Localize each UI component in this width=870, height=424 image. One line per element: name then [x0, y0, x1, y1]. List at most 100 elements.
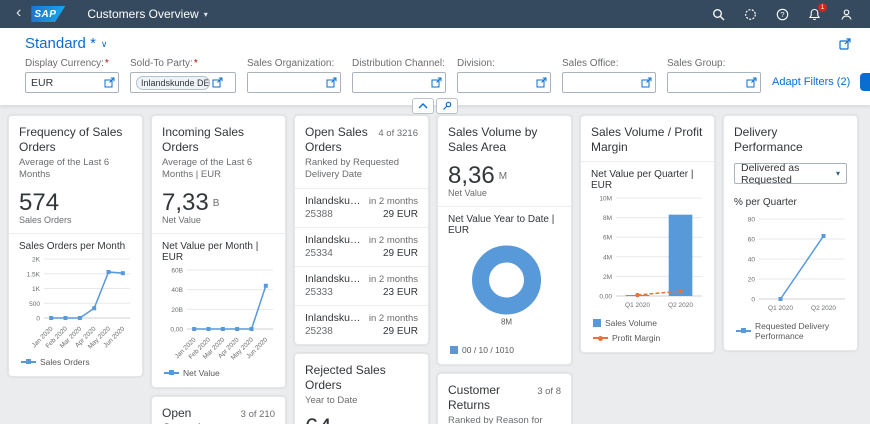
card-title: Open Quotations	[162, 405, 220, 424]
line-series-legend-marker	[736, 328, 751, 333]
help-icon[interactable]: ?	[775, 7, 790, 22]
svg-text:2K: 2K	[32, 256, 41, 263]
dashed-line-legend-marker	[593, 335, 608, 341]
list-item[interactable]: Inlandskunde DE 1 Nam...in 2 months 2533…	[295, 265, 428, 305]
card-incoming-sales-orders[interactable]: Incoming Sales Orders Average of the Las…	[151, 115, 286, 388]
sales-area-donut-chart: 8M	[472, 245, 541, 327]
card-title: Open Sales Orders	[305, 125, 368, 154]
card-title: Rejected Sales Orders	[305, 362, 386, 392]
sales-office-input[interactable]	[568, 76, 639, 89]
chart-title: Sales Orders per Month	[19, 240, 126, 252]
distribution-channel-input[interactable]	[358, 76, 429, 89]
svg-text:10M: 10M	[599, 196, 612, 203]
svg-text:8M: 8M	[501, 318, 512, 327]
chevron-down-icon: ▾	[835, 169, 840, 178]
list-item[interactable]: Inlandskunde DE 1 Nam...in 2 months 2538…	[295, 187, 428, 227]
card-frequency-of-sales-orders[interactable]: Frequency of Sales Orders Average of the…	[8, 115, 143, 377]
svg-text:0: 0	[751, 297, 755, 304]
filter-field-sold-to-party: Sold-To Party:* Inlandskunde DE 1 ...✕	[130, 58, 236, 93]
filter-label: Distribution Channel:	[352, 58, 445, 69]
notification-badge: 1	[818, 2, 827, 12]
filter-token[interactable]: Inlandskunde DE 1 ...✕	[136, 75, 210, 90]
svg-text:Q2 2020: Q2 2020	[668, 302, 693, 309]
card-sales-volume-profit-margin[interactable]: Sales Volume / Profit Margin Net Value p…	[580, 115, 715, 353]
value-help-icon[interactable]	[746, 77, 757, 88]
line-series-legend-marker	[21, 358, 36, 364]
svg-text:0,00: 0,00	[170, 326, 183, 333]
card-subtitle: Average of the Last 6 Months | EUR	[162, 157, 253, 181]
svg-text:1.5K: 1.5K	[27, 271, 41, 278]
list-item[interactable]: Inlandskunde DE 1 Nam...in 2 months 2523…	[295, 304, 428, 344]
card-rejected-sales-orders[interactable]: Rejected Sales Orders Year to Date 64 Sa…	[294, 352, 429, 424]
card-subtitle: Ranked by Reason for Return (Year to Dat…	[448, 415, 543, 424]
sales-organization-input[interactable]	[253, 76, 324, 89]
filter-field-distribution-channel: Distribution Channel:	[352, 58, 446, 93]
variant-selector[interactable]: Standard * ∨	[25, 35, 108, 52]
value-help-icon[interactable]	[431, 77, 442, 88]
legend-item: Profit Margin	[593, 333, 660, 343]
card-count: 3 of 210	[240, 408, 275, 420]
card-delivery-performance[interactable]: Delivery Performance Delivered as Reques…	[723, 115, 858, 351]
card-sales-volume-by-sales-area[interactable]: Sales Volume by Sales Area 8,36 M Net Val…	[437, 115, 572, 366]
card-count: 3 of 8	[537, 386, 561, 398]
line-series-legend-marker	[164, 369, 179, 375]
delivery-performance-line-chart: 0 20 40 60 80 Q1 2020 Q2 2020	[748, 217, 845, 312]
svg-text:Q1 2020: Q1 2020	[625, 302, 650, 309]
filter-label: Sales Organization:	[247, 58, 335, 69]
svg-text:Q2 2020: Q2 2020	[811, 305, 836, 312]
filter-label: Sales Group:	[667, 58, 726, 69]
required-marker: *	[193, 58, 198, 69]
profile-icon[interactable]	[839, 7, 854, 22]
filter-field-sales-organization: Sales Organization:	[247, 58, 341, 93]
filter-field-display-currency: Display Currency:*	[25, 58, 119, 93]
svg-text:?: ?	[780, 10, 784, 19]
svg-text:60: 60	[748, 237, 756, 244]
back-icon[interactable]: ‹	[16, 4, 22, 21]
copilot-icon[interactable]	[743, 7, 758, 22]
sales-group-input[interactable]	[673, 76, 744, 89]
division-input[interactable]	[463, 76, 534, 89]
value-help-icon[interactable]	[326, 77, 337, 88]
shell-bar: ‹ SAP Customers Overview ▾ ? 1	[0, 0, 870, 28]
value-help-icon[interactable]	[641, 77, 652, 88]
share-icon[interactable]	[838, 37, 852, 51]
value-help-icon[interactable]	[536, 77, 547, 88]
svg-text:500: 500	[29, 301, 40, 308]
kpi-label: Net Value	[448, 188, 487, 199]
card-open-sales-orders[interactable]: Open Sales Orders 4 of 3216 Ranked by Re…	[294, 115, 429, 345]
svg-text:4M: 4M	[603, 254, 612, 261]
filter-label: Sales Office:	[562, 58, 619, 69]
adapt-filters-link[interactable]: Adapt Filters (2)	[772, 76, 851, 88]
filter-field-sales-office: Sales Office:	[562, 58, 656, 93]
legend-item: Requested Delivery Performance	[736, 321, 847, 341]
pin-filter-bar-button[interactable]	[436, 98, 458, 114]
display-currency-input[interactable]	[31, 76, 102, 89]
value-help-icon[interactable]	[104, 77, 115, 88]
list-item[interactable]: Inlandskunde DE 1 Nam...in 2 months 2533…	[295, 226, 428, 266]
bar-series-legend-marker	[593, 319, 601, 327]
collapse-filter-bar-button[interactable]	[412, 98, 434, 114]
chevron-down-icon: ∨	[100, 39, 108, 49]
card-open-quotations[interactable]: Open Quotations 3 of 210 Ranked by Valid…	[151, 395, 286, 424]
filter-label: Sold-To Party:	[130, 58, 193, 69]
go-button[interactable]: Go	[860, 73, 870, 91]
svg-text:1K: 1K	[32, 286, 41, 293]
search-icon[interactable]	[711, 7, 726, 22]
sales-volume-profit-margin-combo-chart: 0,00 2M 4M 6M 8M 10M Q1 2020 Q2 2020	[599, 196, 702, 309]
app-title-menu[interactable]: Customers Overview ▾	[87, 7, 207, 21]
card-title: Customer Returns	[448, 383, 501, 413]
svg-text:80: 80	[748, 217, 756, 224]
value-help-icon[interactable]	[212, 77, 223, 88]
variant-modified-marker: *	[90, 35, 96, 52]
card-subtitle: Average of the Last 6 Months	[19, 157, 110, 181]
sap-logo[interactable]: SAP	[31, 6, 66, 22]
required-marker: *	[104, 58, 109, 69]
card-customer-returns[interactable]: Customer Returns 3 of 8 Ranked by Reason…	[437, 373, 572, 424]
chart-title: Net Value per Quarter | EUR	[591, 169, 694, 191]
delivery-performance-select[interactable]: Delivered as Requested ▾	[734, 162, 847, 186]
overview-card-board: Frequency of Sales Orders Average of the…	[0, 105, 870, 424]
svg-text:0,00: 0,00	[599, 294, 612, 301]
chart-title: % per Quarter	[734, 197, 797, 208]
kpi-unit: B	[212, 197, 220, 209]
notifications-bell-icon[interactable]: 1	[807, 2, 827, 22]
